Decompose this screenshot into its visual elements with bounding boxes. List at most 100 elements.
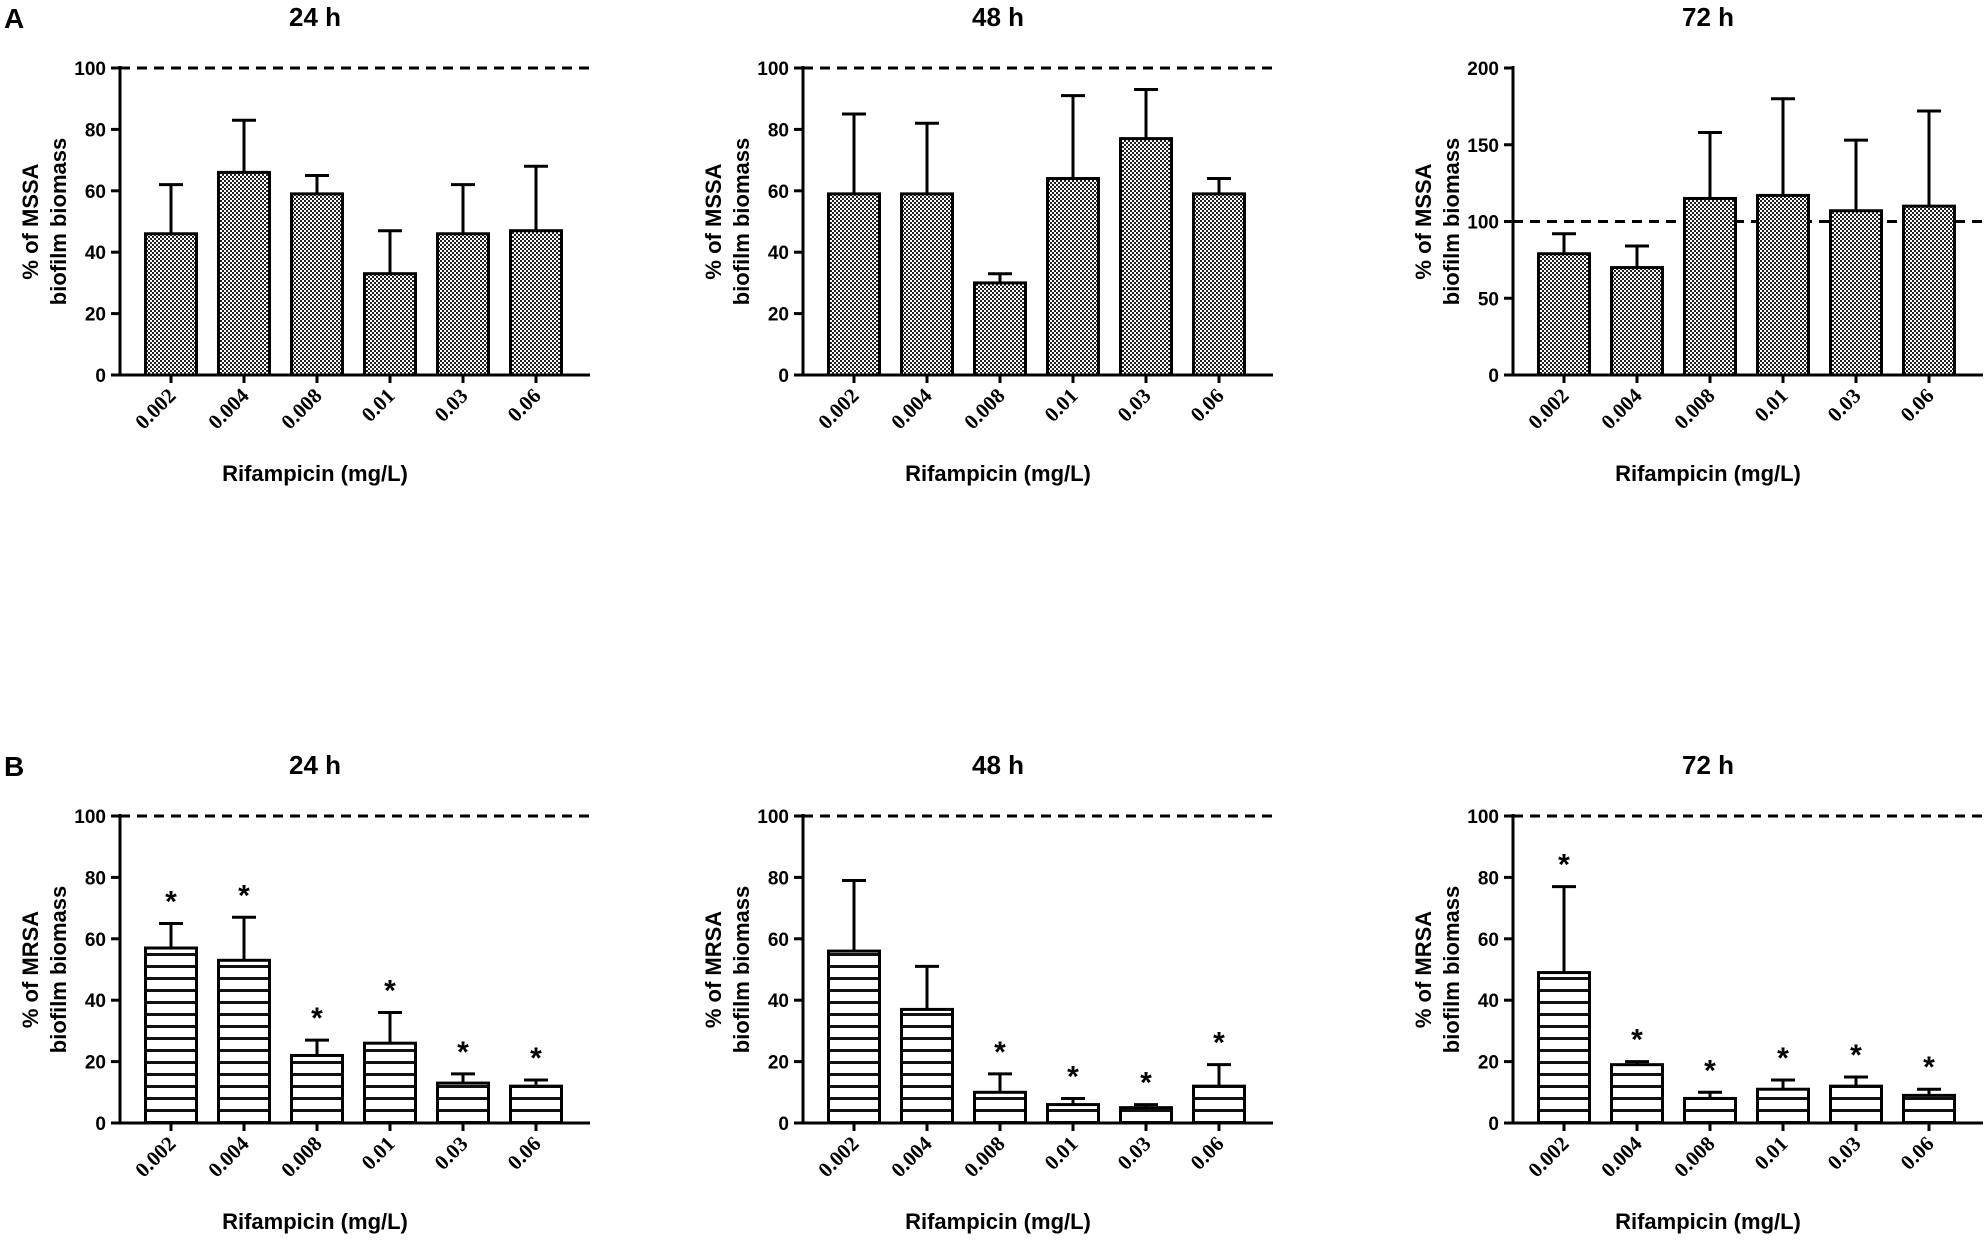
- x-tick-label: 0.03: [430, 1132, 473, 1175]
- significance-star: *: [994, 1036, 1006, 1069]
- bar: [827, 949, 881, 1125]
- x-tick-label: 0.008: [276, 1132, 326, 1182]
- x-tick-label: 0.06: [1186, 1132, 1229, 1175]
- y-tick-label: 100: [1467, 807, 1499, 828]
- x-tick-label: 0.06: [1896, 1132, 1939, 1175]
- significance-star: *: [457, 1036, 469, 1069]
- significance-star: *: [1704, 1054, 1716, 1087]
- bar: [1610, 266, 1664, 377]
- y-tick-label: 0: [95, 1114, 106, 1135]
- y-tick-label: 100: [74, 807, 106, 828]
- x-tick-label: 0.01: [357, 1132, 400, 1175]
- bar: [363, 1041, 417, 1125]
- significance-star: *: [165, 885, 177, 918]
- chart-panel-3: 72 h % of MSSA biofilm biomass 0.002 0.004 0.…: [1411, 2, 1983, 486]
- chart-panel-2: 48 h % of MSSA biofilm biomass 0.002 0.004 0.…: [701, 2, 1273, 486]
- y-tick-label: 100: [1467, 213, 1499, 234]
- significance-star: *: [1213, 1027, 1225, 1060]
- x-tick-label: 0.03: [1113, 384, 1156, 427]
- y-tick-label: 0: [95, 366, 106, 387]
- y-tick-label: 20: [768, 1053, 789, 1074]
- bar: [1683, 1096, 1737, 1125]
- bar: [509, 1084, 563, 1125]
- bar: [509, 229, 563, 377]
- x-tick-label: 0.008: [959, 384, 1009, 434]
- y-axis-label-line-2: biofilm biomass: [1439, 886, 1464, 1053]
- significance-star: *: [1558, 849, 1570, 882]
- x-tick-label: 0.06: [1896, 384, 1939, 427]
- bar: [900, 192, 954, 377]
- x-axis-label: Rifampicin (mg/L): [905, 1209, 1091, 1234]
- significance-star: *: [384, 974, 396, 1007]
- chart-title: 72 h: [1682, 2, 1734, 32]
- x-tick-label: 0.002: [813, 384, 863, 434]
- y-axis-label-line-1: % of MRSA: [701, 911, 726, 1028]
- y-tick-label: 60: [1478, 930, 1499, 951]
- bar: [436, 232, 490, 377]
- y-axis-label-line-2: biofilm biomass: [46, 138, 71, 305]
- y-tick-label: 40: [85, 991, 106, 1012]
- y-tick-label: 80: [1478, 868, 1499, 889]
- y-tick-label: 20: [85, 305, 106, 326]
- x-tick-label: 0.06: [1186, 384, 1229, 427]
- panel-letter-b: B: [4, 751, 24, 782]
- x-tick-label: 0.008: [1669, 384, 1719, 434]
- bar: [1902, 1093, 1956, 1125]
- x-tick-label: 0.01: [357, 384, 400, 427]
- x-tick-label: 0.03: [1823, 1132, 1866, 1175]
- x-tick-label: 0.002: [130, 1132, 180, 1182]
- bar: [1683, 196, 1737, 377]
- y-axis-label-line-2: biofilm biomass: [1439, 138, 1464, 305]
- x-tick-label: 0.002: [1523, 384, 1573, 434]
- y-axis-label-line-2: biofilm biomass: [729, 138, 754, 305]
- y-tick-label: 40: [768, 243, 789, 264]
- y-axis-label-line-2: biofilm biomass: [729, 886, 754, 1053]
- x-tick-label: 0.004: [1596, 383, 1647, 434]
- bar: [1537, 971, 1591, 1125]
- x-tick-label: 0.06: [503, 384, 546, 427]
- chart-panel-6: 72 h % of MRSA biofilm biomass * 0.002 * 0.004…: [1411, 750, 1983, 1234]
- bar: [1829, 209, 1883, 377]
- bar: [973, 281, 1027, 377]
- x-tick-label: 0.03: [1823, 384, 1866, 427]
- significance-star: *: [1631, 1024, 1643, 1057]
- bar: [217, 170, 271, 377]
- bar: [436, 1081, 490, 1125]
- bar: [1192, 192, 1246, 377]
- significance-star: *: [1067, 1060, 1079, 1093]
- x-tick-label: 0.004: [886, 383, 937, 434]
- significance-star: *: [530, 1042, 542, 1075]
- chart-title: 24 h: [289, 2, 341, 32]
- bar: [1046, 1103, 1100, 1125]
- significance-star: *: [311, 1002, 323, 1035]
- significance-star: *: [238, 879, 250, 912]
- x-tick-label: 0.008: [1669, 1132, 1719, 1182]
- bar: [144, 946, 198, 1125]
- bar: [900, 1007, 954, 1125]
- bar: [144, 232, 198, 377]
- bar: [1610, 1063, 1664, 1125]
- x-tick-label: 0.03: [430, 384, 473, 427]
- y-tick-label: 100: [74, 59, 106, 80]
- y-tick-label: 20: [1478, 1053, 1499, 1074]
- y-tick-label: 150: [1467, 136, 1499, 157]
- chart-panel-1: 24 h % of MSSA biofilm biomass 0.002 0.004 0.…: [18, 2, 590, 486]
- bar: [363, 272, 417, 377]
- y-axis-label-line-1: % of MSSA: [18, 163, 43, 279]
- y-axis-label-line-1: % of MRSA: [1411, 911, 1436, 1028]
- bar: [827, 192, 881, 377]
- panel-letter-a: A: [4, 3, 24, 34]
- x-tick-label: 0.01: [1040, 384, 1083, 427]
- x-axis-label: Rifampicin (mg/L): [1615, 461, 1801, 486]
- y-tick-label: 0: [1488, 1114, 1499, 1135]
- bar: [1119, 1106, 1173, 1125]
- bar: [1119, 137, 1173, 377]
- x-tick-label: 0.06: [503, 1132, 546, 1175]
- bar: [1046, 177, 1100, 377]
- y-axis-label-line-1: % of MSSA: [1411, 163, 1436, 279]
- chart-title: 24 h: [289, 750, 341, 780]
- x-axis-label: Rifampicin (mg/L): [222, 461, 408, 486]
- x-tick-label: 0.01: [1750, 384, 1793, 427]
- bar: [290, 192, 344, 377]
